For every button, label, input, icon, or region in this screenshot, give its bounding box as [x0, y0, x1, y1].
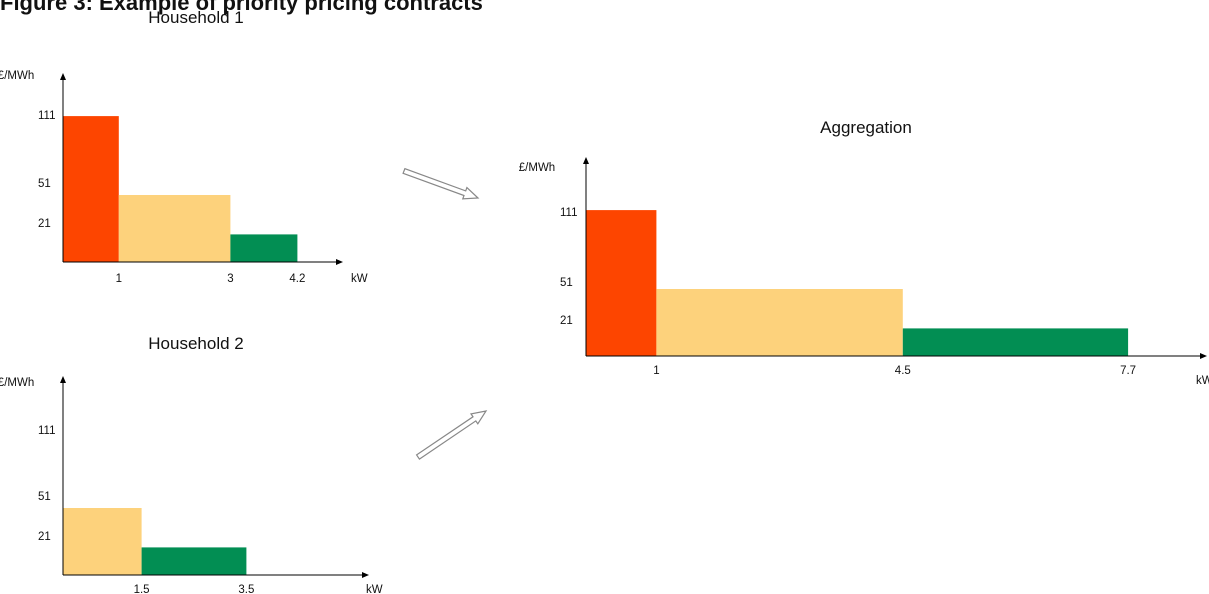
- x-tick-household-2-3.5: 3.5: [238, 584, 254, 594]
- y-tick-household-2-21: 21: [38, 531, 51, 543]
- x-axis-arrowhead-household-2: [362, 572, 369, 578]
- x-tick-aggregation-7.7: 7.7: [1120, 365, 1136, 377]
- y-tick-household-2-111: 111: [38, 425, 55, 437]
- x-axis-label-household-2: kW: [366, 584, 383, 594]
- chart-title-household-2: Household 2: [148, 334, 243, 353]
- bar-household-1-mid-1: [118, 195, 231, 262]
- bar-aggregation-high-0: [586, 210, 657, 356]
- chart-title-household-1: Household 1: [148, 8, 243, 27]
- y-axis-label-household-1: £/MWh: [0, 70, 34, 82]
- x-tick-household-2-1.5: 1.5: [134, 584, 150, 594]
- y-tick-household-1-111: 111: [38, 110, 55, 122]
- chart-household-2: Household 2 £/MWh kW 111 51 21 1.5 3.5: [0, 334, 383, 594]
- figure-title: Figure 3: Example of priority pricing co…: [0, 0, 483, 15]
- x-tick-household-1-4.2: 4.2: [289, 273, 305, 285]
- x-tick-aggregation-4.5: 4.5: [895, 365, 911, 377]
- x-axis-arrowhead-household-1: [336, 259, 343, 265]
- y-axis-arrowhead-aggregation: [583, 157, 589, 164]
- x-axis-label-household-1: kW: [351, 273, 368, 285]
- bar-aggregation-mid-1: [656, 289, 903, 356]
- bar-household-1-low-2: [230, 234, 298, 262]
- chart-aggregation: Aggregation £/MWh kW 111 51 21 1 4.5 7.7: [519, 118, 1209, 387]
- bar-household-2-low-1: [141, 547, 247, 575]
- bar-household-2-mid-0: [63, 508, 142, 575]
- x-tick-household-1-1: 1: [116, 273, 122, 285]
- y-tick-aggregation-21: 21: [560, 315, 573, 327]
- y-tick-household-1-21: 21: [38, 218, 51, 230]
- y-axis-arrowhead-household-1: [60, 73, 66, 80]
- chart-title-aggregation: Aggregation: [820, 118, 912, 137]
- y-axis-arrowhead-household-2: [60, 376, 66, 383]
- arrow-household-1-to-aggregation: [402, 167, 480, 200]
- arrow-household-2-to-aggregation: [415, 410, 488, 460]
- bar-aggregation-low-2: [902, 328, 1129, 356]
- y-tick-household-2-51: 51: [38, 491, 51, 503]
- x-axis-label-aggregation: kW: [1196, 375, 1209, 387]
- y-tick-aggregation-51: 51: [560, 277, 573, 289]
- bar-household-1-high-0: [63, 116, 119, 262]
- chart-household-1: Household 1 £/MWh kW 111 51 21 1 3 4.2: [0, 8, 368, 285]
- x-axis-arrowhead-aggregation: [1200, 353, 1207, 359]
- y-axis-label-aggregation: £/MWh: [519, 162, 555, 174]
- x-tick-household-1-3: 3: [227, 273, 233, 285]
- y-tick-aggregation-111: 111: [560, 207, 577, 219]
- y-axis-label-household-2: £/MWh: [0, 377, 34, 389]
- y-tick-household-1-51: 51: [38, 178, 51, 190]
- x-tick-aggregation-1: 1: [653, 365, 659, 377]
